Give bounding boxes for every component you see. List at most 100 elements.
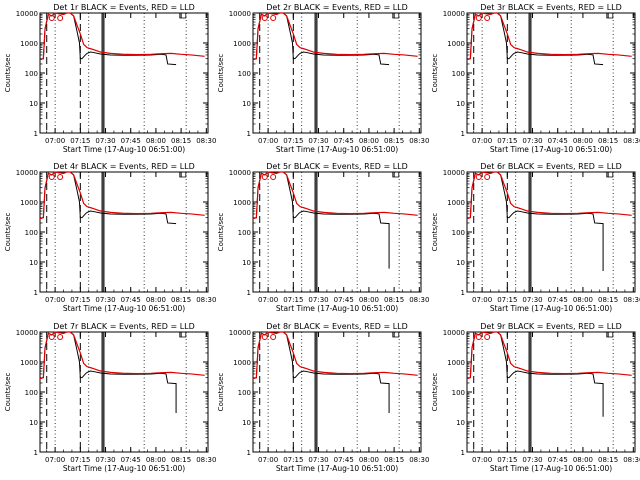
panel-1: Det 1r BLACK = Events, RED = LLD 1 10 100 10… — [4, 3, 216, 154]
lld-series-line — [39, 331, 205, 380]
y-tick-label: 1000 — [447, 359, 465, 367]
x-tick-label: 07:00 — [472, 137, 492, 145]
y-axis-label: Counts/sec — [4, 373, 12, 412]
y-tick-label: 1 — [247, 449, 251, 457]
x-tick-label: 08:15 — [384, 456, 404, 464]
open-circle-marker — [475, 334, 482, 340]
x-tick-label: 08:30 — [409, 456, 429, 464]
panel-title: Det 4r BLACK = Events, RED = LLD — [53, 162, 195, 171]
x-axis-label: Start Time (17-Aug-10 06:51:00) — [490, 145, 612, 154]
x-tick-label: 08:30 — [623, 456, 640, 464]
x-tick-label: 07:45 — [121, 137, 141, 145]
x-tick-label: 08:15 — [384, 137, 404, 145]
x-tick-label: 08:00 — [359, 137, 379, 145]
y-tick-label: 1000 — [20, 40, 38, 48]
y-tick-label: 10000 — [443, 10, 465, 18]
open-circle-marker — [261, 174, 268, 180]
y-tick-label: 1 — [34, 130, 38, 138]
panel-title: Det 1r BLACK = Events, RED = LLD — [53, 3, 195, 12]
bracket-mark — [392, 172, 400, 178]
open-circle-marker — [270, 334, 277, 340]
y-axis-label: Counts/sec — [431, 54, 439, 93]
x-tick-label: 08:30 — [409, 137, 429, 145]
y-tick-label: 100 — [25, 389, 38, 397]
x-tick-label: 07:15 — [497, 137, 517, 145]
x-tick-label: 08:15 — [598, 137, 618, 145]
x-tick-label: 07:30 — [522, 456, 542, 464]
lld-series-line — [39, 12, 205, 61]
y-tick-label: 1 — [247, 130, 251, 138]
x-tick-label: 07:00 — [45, 137, 65, 145]
y-tick-label: 10 — [456, 259, 465, 267]
x-tick-label: 08:15 — [171, 137, 191, 145]
x-tick-label: 07:45 — [121, 456, 141, 464]
open-circle-marker — [57, 15, 64, 21]
x-tick-label: 07:30 — [95, 296, 115, 304]
bracket-mark — [606, 332, 614, 338]
x-tick-label: 08:00 — [573, 296, 593, 304]
x-axis-label: Start Time (17-Aug-10 06:51:00) — [63, 464, 185, 473]
y-tick-label: 10 — [29, 259, 38, 267]
y-tick-label: 10000 — [16, 10, 38, 18]
y-tick-label: 1000 — [233, 199, 251, 207]
axes-frame — [252, 171, 422, 293]
x-tick-label: 07:15 — [283, 137, 303, 145]
panel-8: Det 8r BLACK = Events, RED = LLD 1 10 100 10… — [217, 322, 429, 473]
y-tick-label: 1000 — [447, 40, 465, 48]
y-tick-label: 100 — [238, 70, 251, 78]
open-circle-marker — [261, 334, 268, 340]
x-tick-label: 08:00 — [573, 456, 593, 464]
y-tick-label: 100 — [238, 229, 251, 237]
open-circle-marker — [57, 174, 64, 180]
x-axis-label: Start Time (17-Aug-10 06:51:00) — [490, 304, 612, 313]
y-tick-label: 10000 — [229, 169, 251, 177]
axes-frame — [252, 12, 422, 134]
panel-title: Det 2r BLACK = Events, RED = LLD — [266, 3, 408, 12]
y-tick-label: 1000 — [447, 199, 465, 207]
lld-series-line — [466, 331, 632, 380]
bracket-mark — [392, 13, 400, 19]
x-tick-label: 07:00 — [258, 296, 278, 304]
x-tick-label: 07:30 — [522, 296, 542, 304]
x-tick-label: 07:15 — [70, 296, 90, 304]
y-tick-label: 100 — [452, 229, 465, 237]
lld-series-line — [252, 12, 418, 61]
lld-series-line — [252, 171, 418, 220]
axes-frame — [252, 331, 422, 453]
x-tick-label: 08:00 — [359, 296, 379, 304]
x-tick-label: 07:30 — [308, 296, 328, 304]
y-axis-label: Counts/sec — [217, 54, 225, 93]
open-circle-marker — [484, 174, 491, 180]
x-tick-label: 07:15 — [70, 137, 90, 145]
x-tick-label: 08:30 — [196, 137, 216, 145]
y-tick-label: 10000 — [443, 329, 465, 337]
x-axis-label: Start Time (17-Aug-10 06:51:00) — [63, 304, 185, 313]
open-circle-marker — [484, 334, 491, 340]
y-tick-label: 1000 — [233, 40, 251, 48]
x-tick-label: 08:15 — [598, 456, 618, 464]
y-tick-label: 10000 — [16, 169, 38, 177]
x-tick-label: 07:30 — [522, 137, 542, 145]
x-tick-label: 08:00 — [359, 456, 379, 464]
x-tick-label: 07:45 — [548, 296, 568, 304]
x-tick-label: 08:00 — [146, 456, 166, 464]
panel-title: Det 7r BLACK = Events, RED = LLD — [53, 322, 195, 331]
x-tick-label: 07:45 — [334, 137, 354, 145]
y-axis-label: Counts/sec — [4, 54, 12, 93]
x-tick-label: 08:30 — [623, 137, 640, 145]
y-tick-label: 100 — [25, 70, 38, 78]
x-tick-label: 07:45 — [548, 456, 568, 464]
panel-2: Det 2r BLACK = Events, RED = LLD 1 10 100 10… — [217, 3, 429, 154]
panel-5: Det 5r BLACK = Events, RED = LLD 1 10 100 10… — [217, 162, 429, 313]
y-tick-label: 1000 — [20, 359, 38, 367]
open-circle-marker — [270, 174, 277, 180]
x-tick-label: 07:15 — [283, 296, 303, 304]
x-tick-label: 08:00 — [573, 137, 593, 145]
bracket-mark — [606, 172, 614, 178]
y-tick-label: 100 — [452, 70, 465, 78]
x-tick-label: 07:15 — [70, 456, 90, 464]
y-tick-label: 10 — [456, 419, 465, 427]
x-tick-label: 07:45 — [334, 296, 354, 304]
open-circle-marker — [484, 15, 491, 21]
x-tick-label: 08:15 — [384, 296, 404, 304]
